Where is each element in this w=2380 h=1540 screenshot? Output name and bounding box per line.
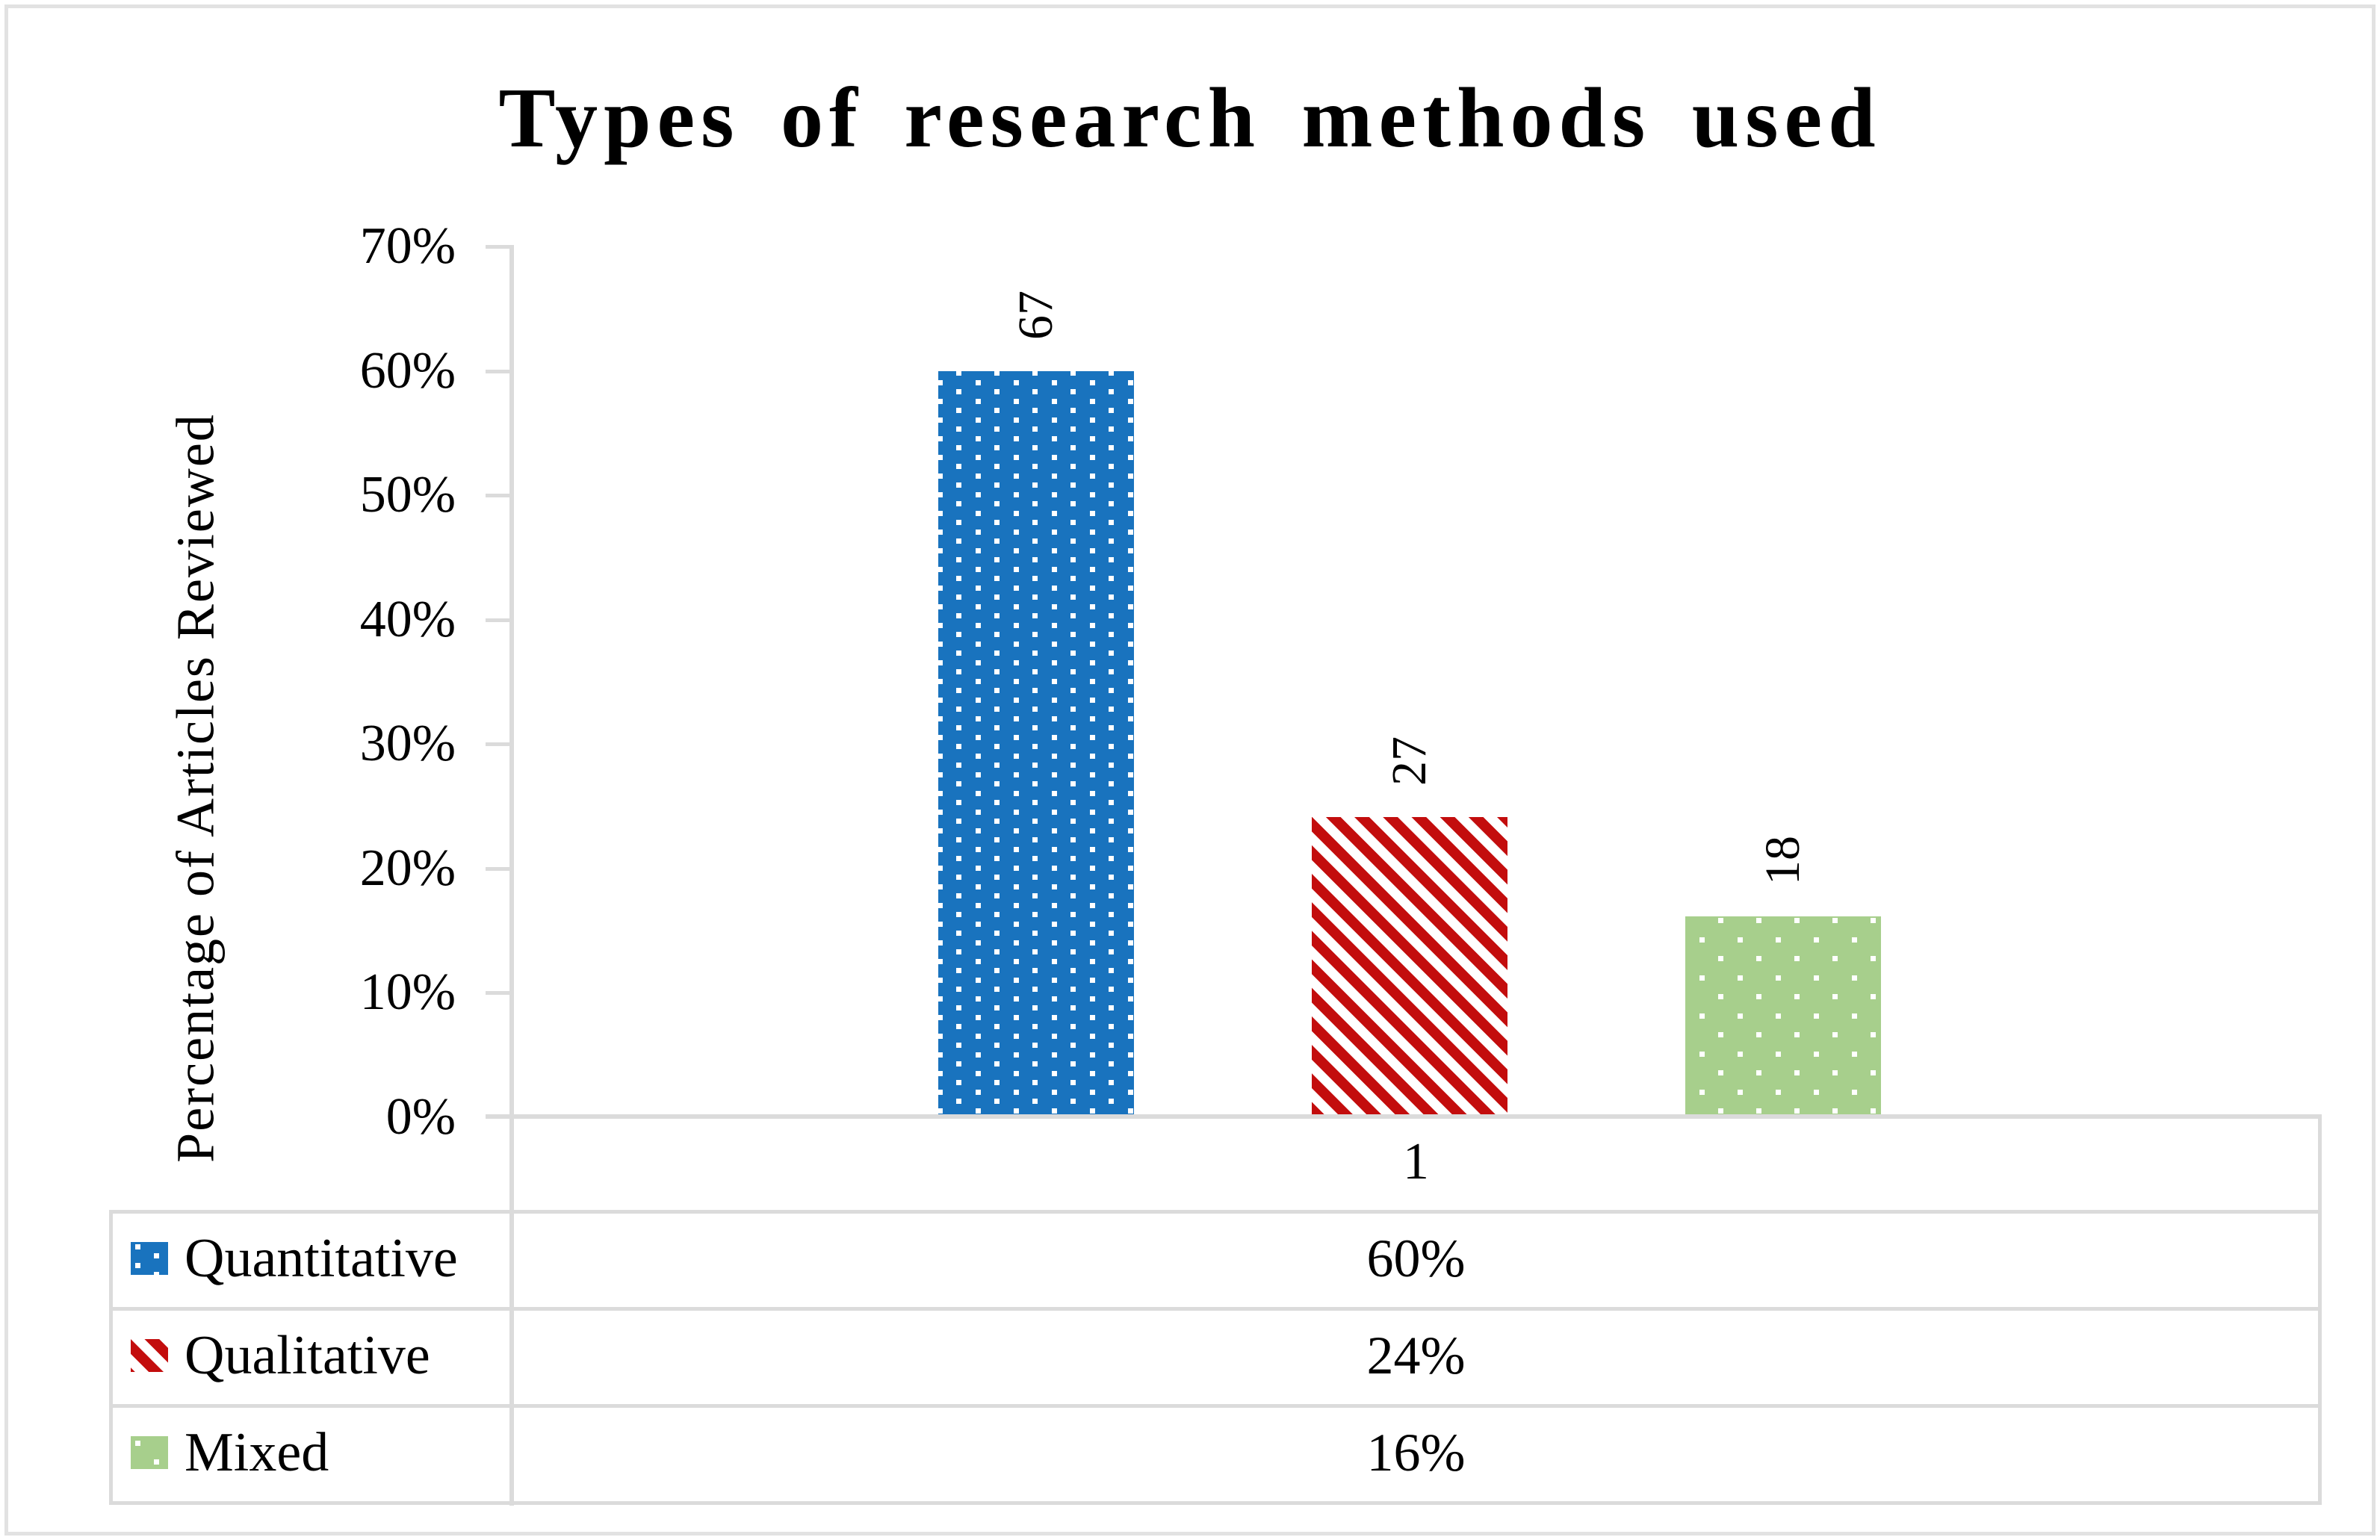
y-tick-label: 30%: [359, 715, 456, 772]
y-tick-mark: [486, 867, 514, 871]
y-tick-mark: [486, 245, 514, 249]
y-tick-label: 50%: [359, 466, 456, 524]
legend-label-qualitative: Qualitative: [185, 1325, 430, 1386]
table-border-right: [2318, 1114, 2322, 1505]
bar-label-mixed: 18: [1755, 836, 1810, 885]
chart-figure: [4, 4, 2376, 1536]
bar-mixed: [1685, 916, 1881, 1114]
legend-swatch-qualitative: [131, 1339, 168, 1372]
y-tick-label: 20%: [359, 839, 456, 897]
y-tick-label: 70%: [359, 217, 456, 275]
table-gridline: [109, 1501, 2322, 1505]
legend-swatch-quantitative: [131, 1242, 168, 1275]
x-category-label: 1: [1403, 1133, 1429, 1190]
table-gridline: [109, 1210, 2322, 1214]
y-tick-mark: [486, 370, 514, 373]
bar-quantitative: [938, 371, 1134, 1114]
y-tick-mark: [486, 991, 514, 995]
legend-label-quantitative: Quantitative: [185, 1228, 458, 1289]
table-value-quantitative: 60%: [1366, 1229, 1466, 1288]
table-border-left: [109, 1210, 113, 1505]
x-axis-line: [486, 1114, 2322, 1119]
table-gridline: [109, 1404, 2322, 1408]
y-tick-mark: [486, 494, 514, 497]
table-value-qualitative: 24%: [1366, 1326, 1466, 1385]
y-tick-label: 40%: [359, 591, 456, 648]
table-value-mixed: 16%: [1366, 1423, 1466, 1482]
y-tick-label: 10%: [359, 963, 456, 1021]
y-tick-mark: [486, 742, 514, 746]
legend-label-mixed: Mixed: [185, 1422, 329, 1483]
chart-title: Types of research methods used: [498, 70, 1882, 165]
y-axis-title: Percentage of Articles Reviewed: [165, 413, 226, 1163]
plot-area: [938, 371, 1881, 1114]
legend-swatch-mixed: [131, 1436, 168, 1469]
bar-label-qualitative: 27: [1382, 736, 1437, 786]
bar-qualitative: [1312, 817, 1507, 1114]
y-tick-label: 60%: [359, 342, 456, 400]
y-axis-line: [509, 246, 514, 1506]
table-gridline: [109, 1307, 2322, 1311]
y-tick-label: 0%: [385, 1088, 456, 1146]
y-tick-mark: [486, 618, 514, 622]
bar-label-quantitative: 67: [1008, 291, 1063, 340]
